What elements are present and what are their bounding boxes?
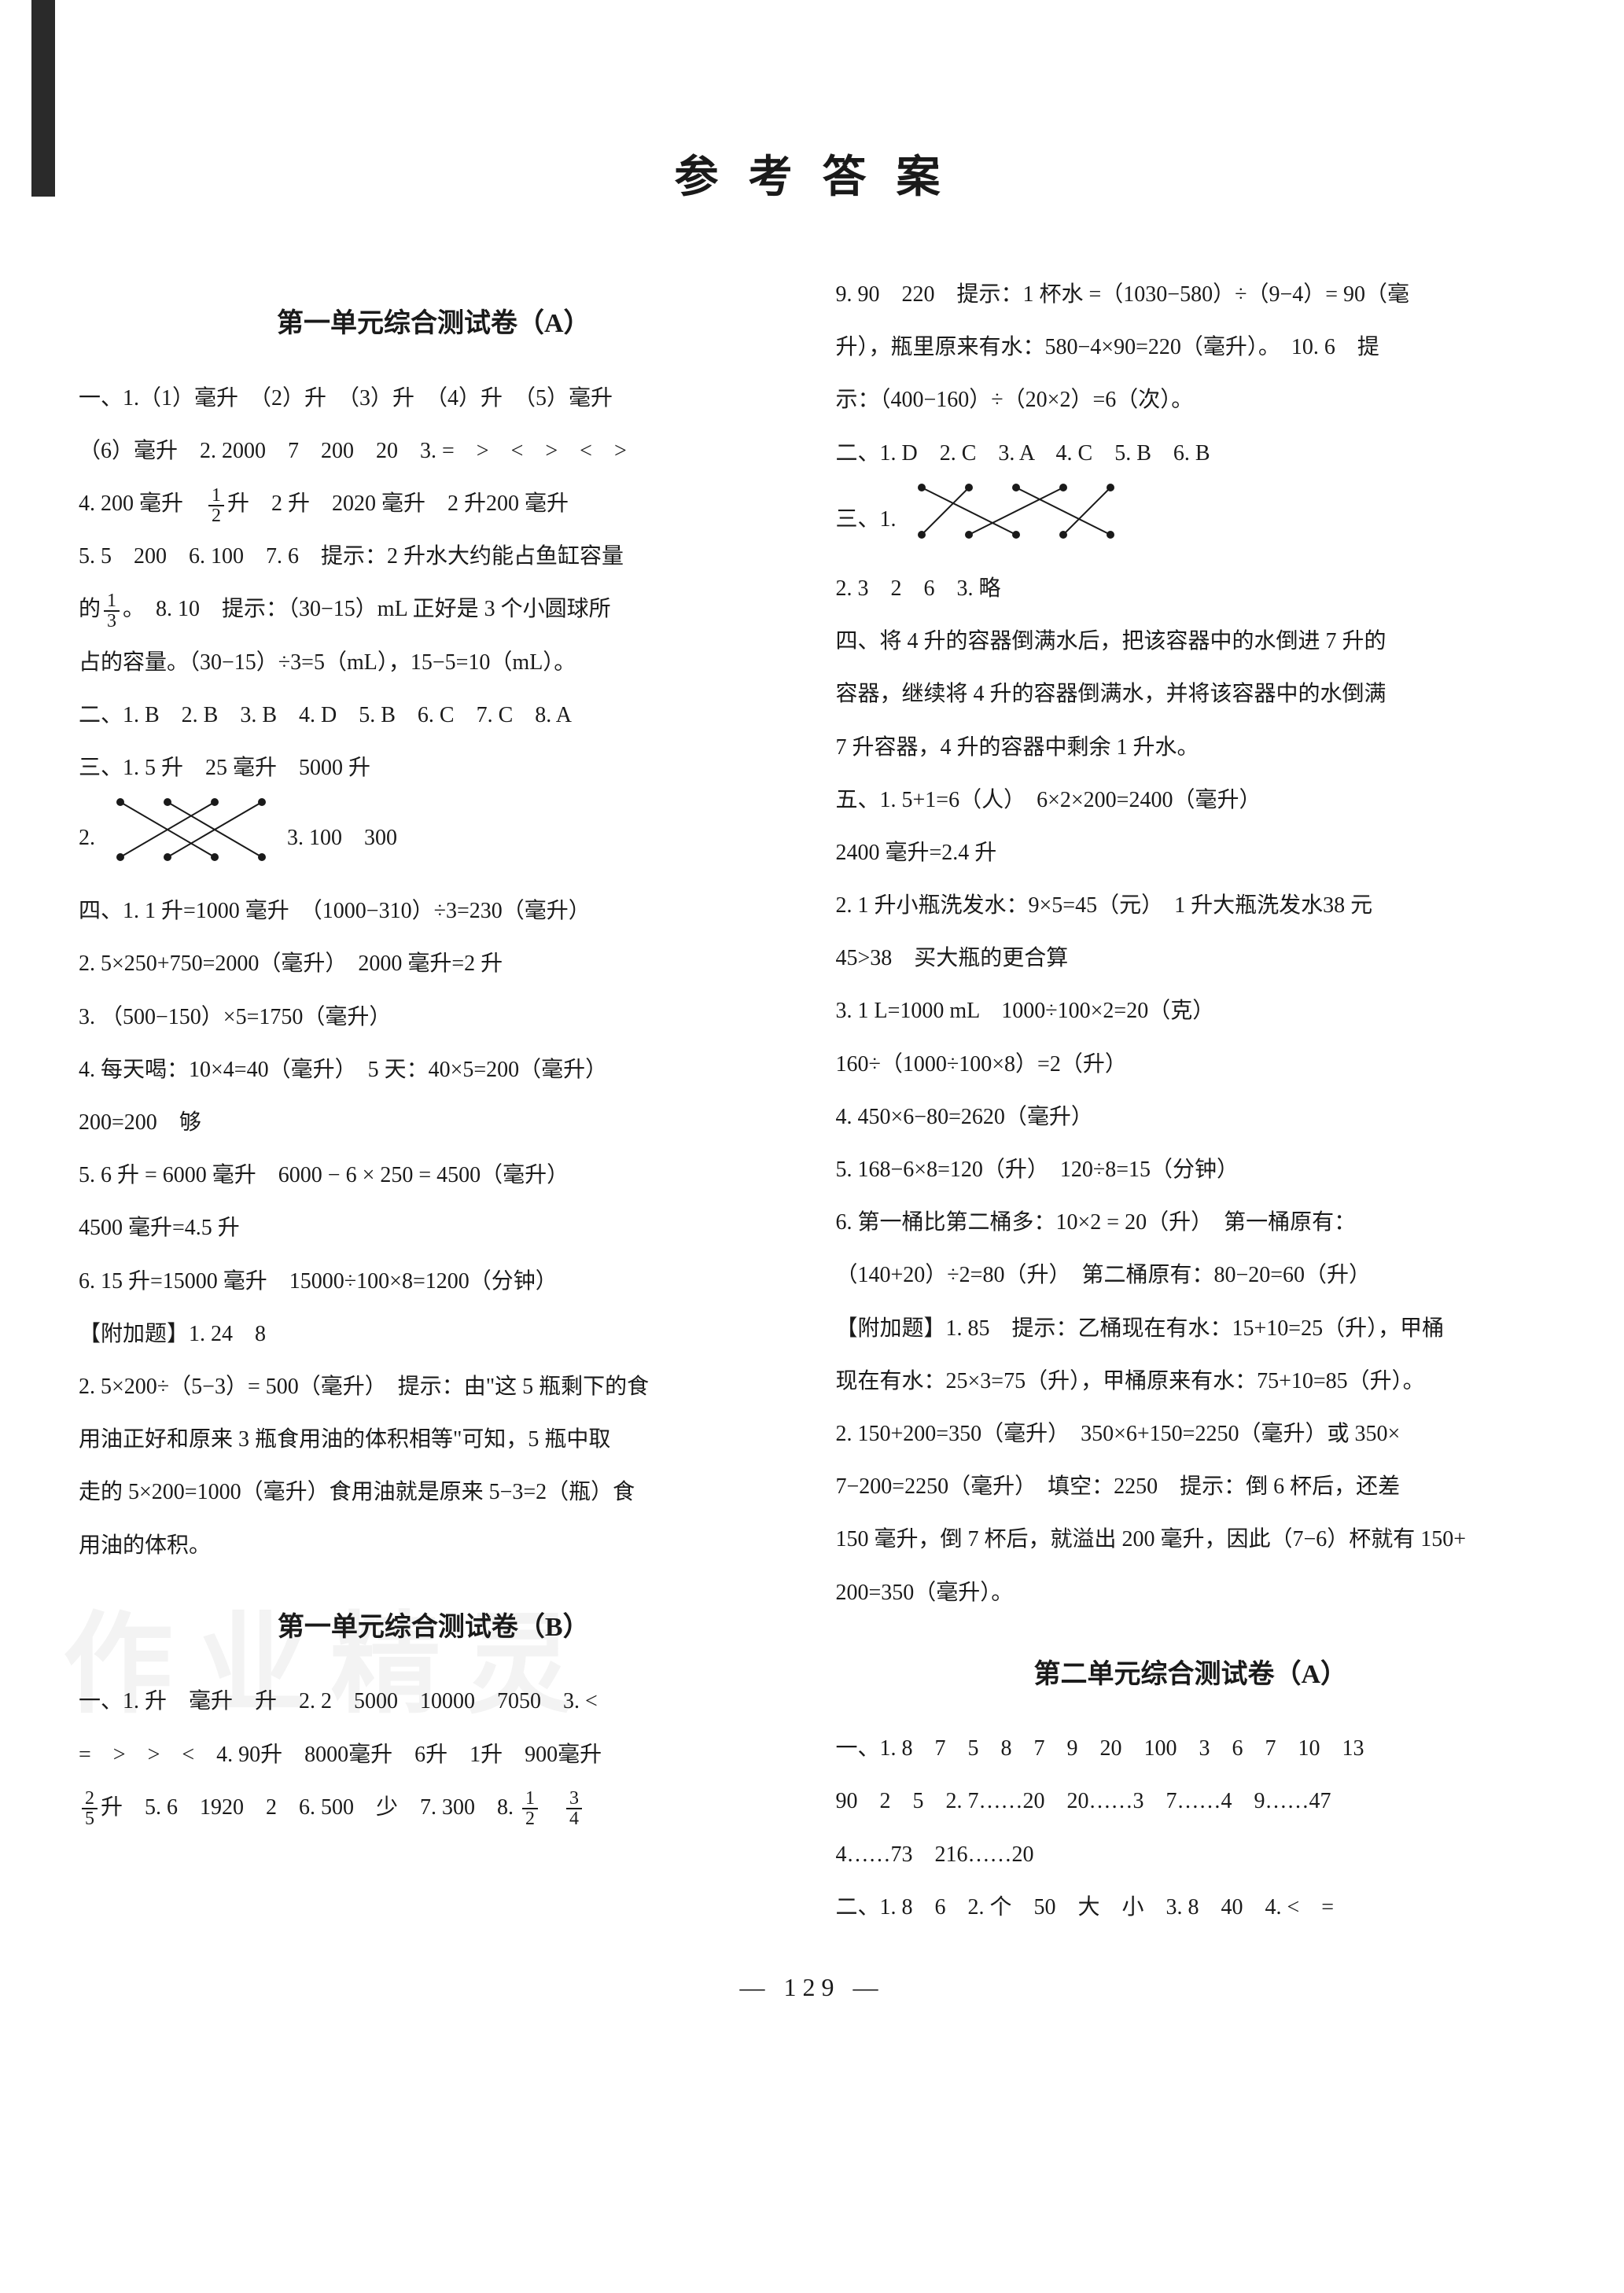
answer-line: 6. 15 升=15000 毫升 15000÷100×8=1200（分钟）: [79, 1255, 789, 1308]
answer-line: 6. 第一桶比第二桶多：10×2 = 20（升） 第一桶原有：: [836, 1196, 1546, 1249]
fraction: 34: [566, 1789, 582, 1828]
answer-line: 200=200 够: [79, 1096, 789, 1149]
answer-line: 三、1.: [836, 480, 1546, 562]
answer-line: 3. 1 L=1000 mL 1000÷100×2=20（克）: [836, 985, 1546, 1037]
denominator: 2: [208, 506, 224, 525]
left-column: 第一单元综合测试卷（A） 一、1.（1）毫升 （2）升 （3）升 （4）升 （5…: [79, 268, 789, 1934]
answer-line: 一、1.（1）毫升 （2）升 （3）升 （4）升 （5）毫升: [79, 372, 789, 425]
answer-line: 2. 5×200÷（5−3）= 500（毫升） 提示：由"这 5 瓶剩下的食: [79, 1360, 789, 1413]
answer-line: 4500 毫升=4.5 升: [79, 1202, 789, 1254]
denominator: 2: [522, 1809, 538, 1828]
binding-mark: [31, 0, 55, 197]
section-title-1a: 第一单元综合测试卷（A）: [79, 292, 789, 356]
answer-line: 2. 3 2 6 3. 略: [836, 562, 1546, 615]
answer-line: 二、1. 8 6 2. 个 50 大 小 3. 8 40 4. < =: [836, 1881, 1546, 1934]
answer-line: 示：（400−160）÷（20×2）=6（次）。: [836, 374, 1546, 426]
text-span: 3. 100 300: [287, 826, 397, 850]
matching-diagram: [910, 480, 1122, 562]
answer-line: 200=350（毫升）。: [836, 1566, 1546, 1619]
text-span: 升 5. 6 1920 2 6. 500 少 7. 300 8.: [101, 1795, 519, 1820]
answer-line: 一、1. 8 7 5 8 7 9 20 100 3 6 7 10 13: [836, 1722, 1546, 1775]
numerator: 1: [522, 1789, 538, 1809]
page-title: 参 考 答 案: [79, 142, 1545, 205]
denominator: 3: [104, 612, 120, 631]
answer-line: 用油的体积。: [79, 1519, 789, 1572]
answer-line: 4……73 216……20: [836, 1828, 1546, 1881]
answer-line: 7 升容器，4 升的容器中剩余 1 升水。: [836, 721, 1546, 774]
answer-line: 二、1. B 2. B 3. B 4. D 5. B 6. C 7. C 8. …: [79, 689, 789, 742]
section-title-1b: 第一单元综合测试卷（B）: [79, 1596, 789, 1660]
answer-line: 一、1. 升 毫升 升 2. 2 5000 10000 7050 3. <: [79, 1675, 789, 1728]
answer-line: 25升 5. 6 1920 2 6. 500 少 7. 300 8. 12 34: [79, 1781, 789, 1834]
denominator: 5: [82, 1809, 98, 1828]
answer-line: 走的 5×200=1000（毫升）食用油就是原来 5−3=2（瓶）食: [79, 1466, 789, 1518]
answer-line: 现在有水：25×3=75（升），甲桶原来有水：75+10=85（升）。: [836, 1355, 1546, 1408]
answer-line: （140+20）÷2=80（升） 第二桶原有：80−20=60（升）: [836, 1249, 1546, 1301]
numerator: 1: [208, 486, 224, 506]
answer-line: 三、1. 5 升 25 毫升 5000 升: [79, 742, 789, 794]
answer-line: 5. 6 升 = 6000 毫升 6000 − 6 × 250 = 4500（毫…: [79, 1149, 789, 1202]
answer-line: 3. （500−150）×5=1750（毫升）: [79, 991, 789, 1043]
answer-line: 四、将 4 升的容器倒满水后，把该容器中的水倒进 7 升的: [836, 615, 1546, 668]
text-span: 4. 200 毫升: [79, 491, 205, 516]
answer-line: 7−200=2250（毫升） 填空：2250 提示：倒 6 杯后，还差: [836, 1460, 1546, 1513]
answer-line: 2. 5×250+750=2000（毫升） 2000 毫升=2 升: [79, 937, 789, 990]
answer-line: 4. 450×6−80=2620（毫升）: [836, 1091, 1546, 1143]
answer-line: 2. 150+200=350（毫升） 350×6+150=2250（毫升）或 3…: [836, 1408, 1546, 1460]
cross-lines-svg: [109, 794, 274, 865]
answer-line: 四、1. 1 升=1000 毫升 （1000−310）÷3=230（毫升）: [79, 885, 789, 937]
answer-line: 5. 5 200 6. 100 7. 6 提示：2 升水大约能占鱼缸容量: [79, 530, 789, 583]
answer-line: 160÷（1000÷100×8）=2（升）: [836, 1038, 1546, 1091]
answer-line: 5. 168−6×8=120（升） 120÷8=15（分钟）: [836, 1143, 1546, 1196]
numerator: 1: [104, 591, 120, 612]
answer-line: 的13。 8. 10 提示：（30−15）mL 正好是 3 个小圆球所: [79, 583, 789, 635]
answer-line: 4. 200 毫升 12升 2 升 2020 毫升 2 升200 毫升: [79, 477, 789, 530]
fraction: 25: [82, 1789, 98, 1828]
answer-line: 五、1. 5+1=6（人） 6×2×200=2400（毫升）: [836, 774, 1546, 826]
answer-line: 45>38 买大瓶的更合算: [836, 932, 1546, 985]
answer-line: 【附加题】1. 85 提示：乙桶现在有水：15+10=25（升），甲桶: [836, 1302, 1546, 1355]
numerator: 3: [566, 1789, 582, 1809]
answer-line: 90 2 5 2. 7……20 20……3 7……4 9……47: [836, 1775, 1546, 1827]
answer-line: 用油正好和原来 3 瓶食用油的体积相等"可知，5 瓶中取: [79, 1413, 789, 1466]
content-columns: 第一单元综合测试卷（A） 一、1.（1）毫升 （2）升 （3）升 （4）升 （5…: [79, 268, 1545, 1934]
fraction: 12: [208, 486, 224, 525]
answer-line: 9. 90 220 提示：1 杯水 =（1030−580）÷（9−4）= 90（…: [836, 268, 1546, 321]
text-span: 升 2 升 2020 毫升 2 升200 毫升: [227, 491, 569, 516]
answer-line: 4. 每天喝：10×4=40（毫升） 5 天：40×5=200（毫升）: [79, 1043, 789, 1096]
right-column: 9. 90 220 提示：1 杯水 =（1030−580）÷（9−4）= 90（…: [836, 268, 1546, 1934]
answer-line: 2. 3. 100 300: [79, 794, 789, 885]
answer-line: 2400 毫升=2.4 升: [836, 826, 1546, 879]
answer-line: 占的容量。（30−15）÷3=5（mL），15−5=10（mL）。: [79, 636, 789, 689]
cross-lines-svg: [910, 480, 1122, 543]
answer-line: 150 毫升，倒 7 杯后，就溢出 200 毫升，因此（7−6）杯就有 150+: [836, 1513, 1546, 1566]
answer-line: 升），瓶里原来有水：580−4×90=220（毫升）。 10. 6 提: [836, 321, 1546, 374]
answer-line: 【附加题】1. 24 8: [79, 1308, 789, 1360]
answer-line: （6）毫升 2. 2000 7 200 20 3. = > < > < >: [79, 425, 789, 477]
text-span: 三、1.: [836, 507, 897, 532]
fraction: 12: [522, 1789, 538, 1828]
answer-line: = > > < 4. 90升 8000毫升 6升 1升 900毫升: [79, 1728, 789, 1781]
answer-line: 容器，继续将 4 升的容器倒满水，并将该容器中的水倒满: [836, 668, 1546, 720]
matching-diagram: [109, 794, 274, 885]
answer-line: 二、1. D 2. C 3. A 4. C 5. B 6. B: [836, 427, 1546, 480]
numerator: 2: [82, 1789, 98, 1809]
text-span: 2.: [79, 826, 95, 850]
answer-line: 2. 1 升小瓶洗发水：9×5=45（元） 1 升大瓶洗发水38 元: [836, 879, 1546, 932]
page-number: — 129 —: [79, 1973, 1545, 2002]
denominator: 4: [566, 1809, 582, 1828]
text-span: 。 8. 10 提示：（30−15）mL 正好是 3 个小圆球所: [123, 597, 611, 621]
section-title-2a: 第二单元综合测试卷（A）: [836, 1643, 1546, 1707]
fraction: 13: [104, 591, 120, 631]
text-span: 的: [79, 597, 101, 621]
